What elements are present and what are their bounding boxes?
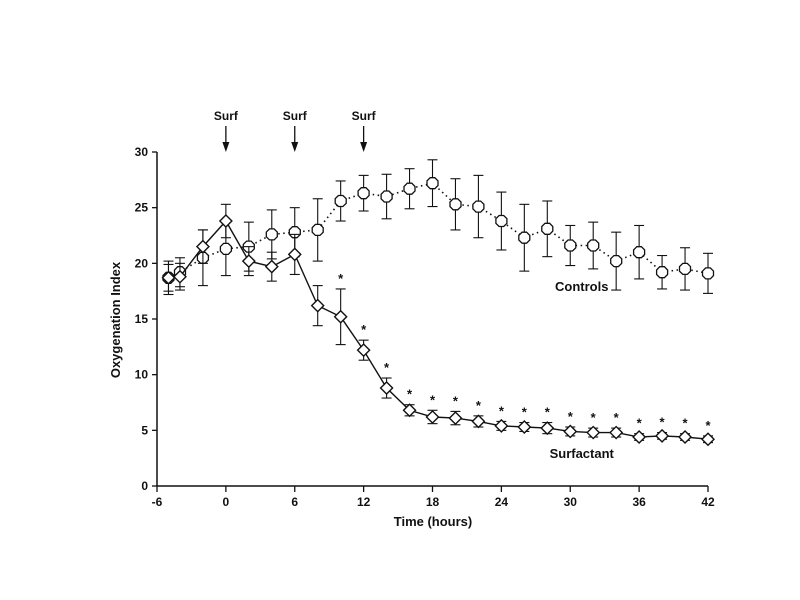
series-line-surfactant (168, 219, 709, 440)
significance-star: * (568, 409, 574, 424)
data-point-controls (426, 177, 439, 190)
significance-star: * (476, 398, 482, 413)
data-point-surfactant (425, 409, 440, 424)
significance-star: * (430, 392, 436, 407)
data-point-surfactant (632, 430, 647, 445)
data-point-controls (655, 266, 669, 279)
significance-star: * (683, 416, 689, 431)
axes: -6 0 6 12 18 24 30 36 42 0 5 10 15 20 25 30 (135, 145, 715, 509)
data-point-surfactant (195, 239, 210, 254)
significance-star: * (338, 271, 344, 286)
significance-star: * (705, 418, 711, 433)
data-point-controls (701, 267, 715, 280)
data-point-surfactant (471, 414, 486, 429)
data-point-controls (334, 194, 347, 208)
y-tick-label: 15 (135, 312, 149, 326)
data-point-controls (380, 190, 393, 203)
series-label-surfactant: Surfactant (550, 446, 615, 461)
surf-arrow-head (291, 142, 299, 152)
data-point-surfactant (264, 259, 279, 274)
significance-star: * (453, 393, 459, 408)
data-point-surfactant (287, 247, 302, 262)
data-point-surfactant (310, 298, 325, 313)
x-tick-label: 18 (426, 495, 440, 509)
y-tick-label: 0 (141, 479, 148, 493)
data-point-controls (564, 239, 577, 252)
data-point-controls (357, 187, 370, 200)
data-point-surfactant (333, 309, 348, 324)
x-tick-label: 12 (357, 495, 371, 509)
surf-annotation-label: Surf (352, 109, 377, 123)
data-point-surfactant (540, 421, 555, 436)
series-label-controls: Controls (555, 279, 608, 294)
x-tick-label: 36 (632, 495, 646, 509)
significance-star: * (637, 416, 643, 431)
y-tick-label: 20 (135, 256, 149, 270)
data-point-controls (495, 214, 508, 228)
data-point-surfactant (563, 424, 578, 439)
significance-star: * (545, 405, 551, 420)
data-point-controls (403, 182, 416, 195)
significance-star: * (361, 322, 367, 337)
x-tick-label: 24 (495, 495, 509, 509)
data-point-controls (472, 200, 485, 213)
data-point-surfactant (494, 418, 509, 433)
data-point-surfactant (586, 425, 601, 440)
x-tick-label: 6 (291, 495, 298, 509)
data-point-controls (288, 226, 301, 239)
data-point-surfactant (356, 343, 371, 358)
data-point-surfactant (517, 420, 532, 434)
data-point-controls (587, 239, 600, 252)
surf-arrow-head (222, 142, 230, 152)
data-point-controls (311, 223, 324, 237)
x-tick-label: 42 (701, 495, 715, 509)
data-point-controls (449, 198, 462, 211)
x-axis-title: Time (hours) (394, 514, 473, 529)
significance-star: * (499, 403, 505, 418)
surf-annotation-label: Surf (214, 109, 239, 123)
data-point-controls (219, 242, 233, 256)
data-point-controls (632, 246, 646, 259)
significance-star: * (522, 405, 528, 420)
data-point-surfactant (402, 403, 417, 418)
y-tick-label: 10 (135, 368, 149, 382)
data-point-controls (541, 222, 554, 235)
data-point-controls (610, 254, 623, 268)
data-point-controls (678, 262, 692, 276)
y-tick-label: 5 (141, 423, 148, 437)
x-tick-label: 0 (223, 495, 230, 509)
surf-arrow-head (360, 142, 368, 152)
data-point-controls (265, 228, 278, 241)
data-point-surfactant (678, 430, 693, 445)
y-tick-label: 25 (135, 201, 149, 215)
significance-star: * (614, 410, 620, 425)
significance-star: * (384, 360, 390, 375)
data-point-surfactant (218, 214, 233, 229)
data-point-surfactant (379, 381, 394, 396)
x-tick-label: 30 (564, 495, 578, 509)
surf-annotation-label: Surf (283, 109, 308, 123)
plot-area: * * * * * * * * * * * * * * * * * Controls Surfactant Surf S… (161, 109, 715, 461)
y-tick-label: 30 (135, 145, 149, 159)
data-point-surfactant (172, 269, 187, 284)
significance-star: * (407, 387, 413, 402)
x-tick-label: -6 (152, 495, 163, 509)
significance-star: * (660, 415, 666, 430)
data-point-surfactant (241, 254, 256, 269)
significance-star: * (591, 410, 597, 425)
data-point-controls (518, 231, 531, 244)
y-axis-title: Oxygenation Index (108, 261, 123, 378)
data-point-surfactant (161, 270, 176, 285)
data-point-surfactant (655, 428, 670, 443)
data-point-surfactant (701, 432, 715, 447)
data-point-surfactant (609, 425, 624, 440)
data-point-surfactant (448, 411, 463, 426)
